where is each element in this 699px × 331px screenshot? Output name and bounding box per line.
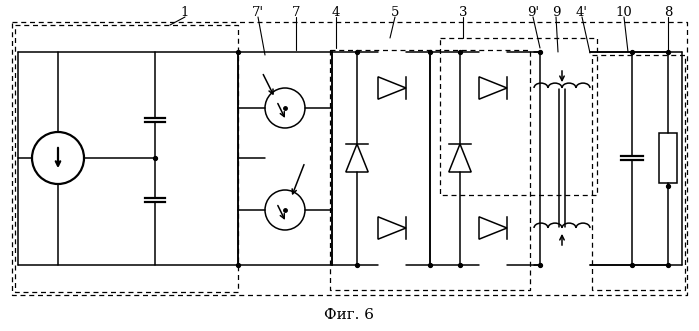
Bar	[659, 133, 677, 183]
Text: 3: 3	[459, 6, 467, 19]
Text: 10: 10	[616, 6, 633, 19]
Text: 9': 9'	[527, 6, 539, 19]
Text: 4': 4'	[576, 6, 588, 19]
Text: 1: 1	[181, 6, 189, 19]
Text: Фиг. 6: Фиг. 6	[324, 308, 374, 322]
Text: 7: 7	[291, 6, 301, 19]
Text: 7': 7'	[252, 6, 264, 19]
Text: 4: 4	[332, 6, 340, 19]
Text: 5: 5	[391, 6, 399, 19]
Text: 9: 9	[552, 6, 561, 19]
Text: 8: 8	[664, 6, 672, 19]
